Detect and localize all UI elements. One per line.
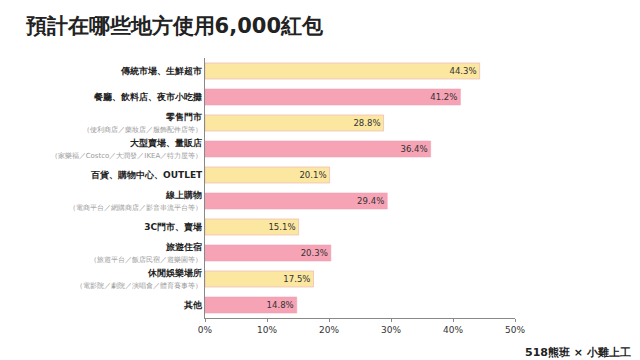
svg-text:百貨、購物中心、OUTLET: 百貨、購物中心、OUTLET [90,170,203,180]
svg-text:休閒娛樂場所（電影院／劇院／演唱會／體育賽事等）: 休閒娛樂場所（電影院／劇院／演唱會／體育賽事等） [76,268,202,290]
svg-text:17.5%: 17.5% [283,274,310,284]
svg-text:44.3%: 44.3% [449,66,476,76]
svg-text:旅遊住宿（旅遊平台／飯店民宿／遊樂園等）: 旅遊住宿（旅遊平台／飯店民宿／遊樂園等） [90,242,202,264]
svg-text:50%: 50% [505,325,525,335]
svg-text:41.2%: 41.2% [430,92,457,102]
svg-text:40%: 40% [443,325,463,335]
svg-text:518熊班 × 小雞上工: 518熊班 × 小雞上工 [525,346,631,359]
svg-text:3C門市、賣場: 3C門市、賣場 [144,222,202,232]
svg-text:20%: 20% [319,325,339,335]
svg-text:0%: 0% [198,325,213,335]
svg-text:餐廳、飲料店、夜市小吃攤: 餐廳、飲料店、夜市小吃攤 [93,92,202,102]
svg-text:15.1%: 15.1% [268,222,295,232]
svg-text:預計在哪些地方使用6,000紅包: 預計在哪些地方使用6,000紅包 [25,14,324,38]
svg-text:14.8%: 14.8% [267,300,294,310]
svg-text:線上購物（電商平台／網購商店／影音串流平台等）: 線上購物（電商平台／網購商店／影音串流平台等） [69,190,202,212]
svg-text:29.4%: 29.4% [357,196,384,206]
svg-text:20.1%: 20.1% [299,170,326,180]
svg-text:零售門市（便利商店／藥妝店／服飾配件店等）: 零售門市（便利商店／藥妝店／服飾配件店等） [83,112,202,134]
svg-text:大型賣場、量販店（家樂福／Costco／大潤發／IKEA／特: 大型賣場、量販店（家樂福／Costco／大潤發／IKEA／特力屋等） [51,138,203,160]
svg-text:20.3%: 20.3% [301,248,328,258]
svg-text:30%: 30% [381,325,401,335]
svg-text:傳統市場、生鮮超市: 傳統市場、生鮮超市 [120,66,202,76]
svg-text:10%: 10% [257,325,277,335]
svg-text:其他: 其他 [183,300,203,310]
svg-text:36.4%: 36.4% [400,144,427,154]
svg-text:28.8%: 28.8% [353,118,380,128]
